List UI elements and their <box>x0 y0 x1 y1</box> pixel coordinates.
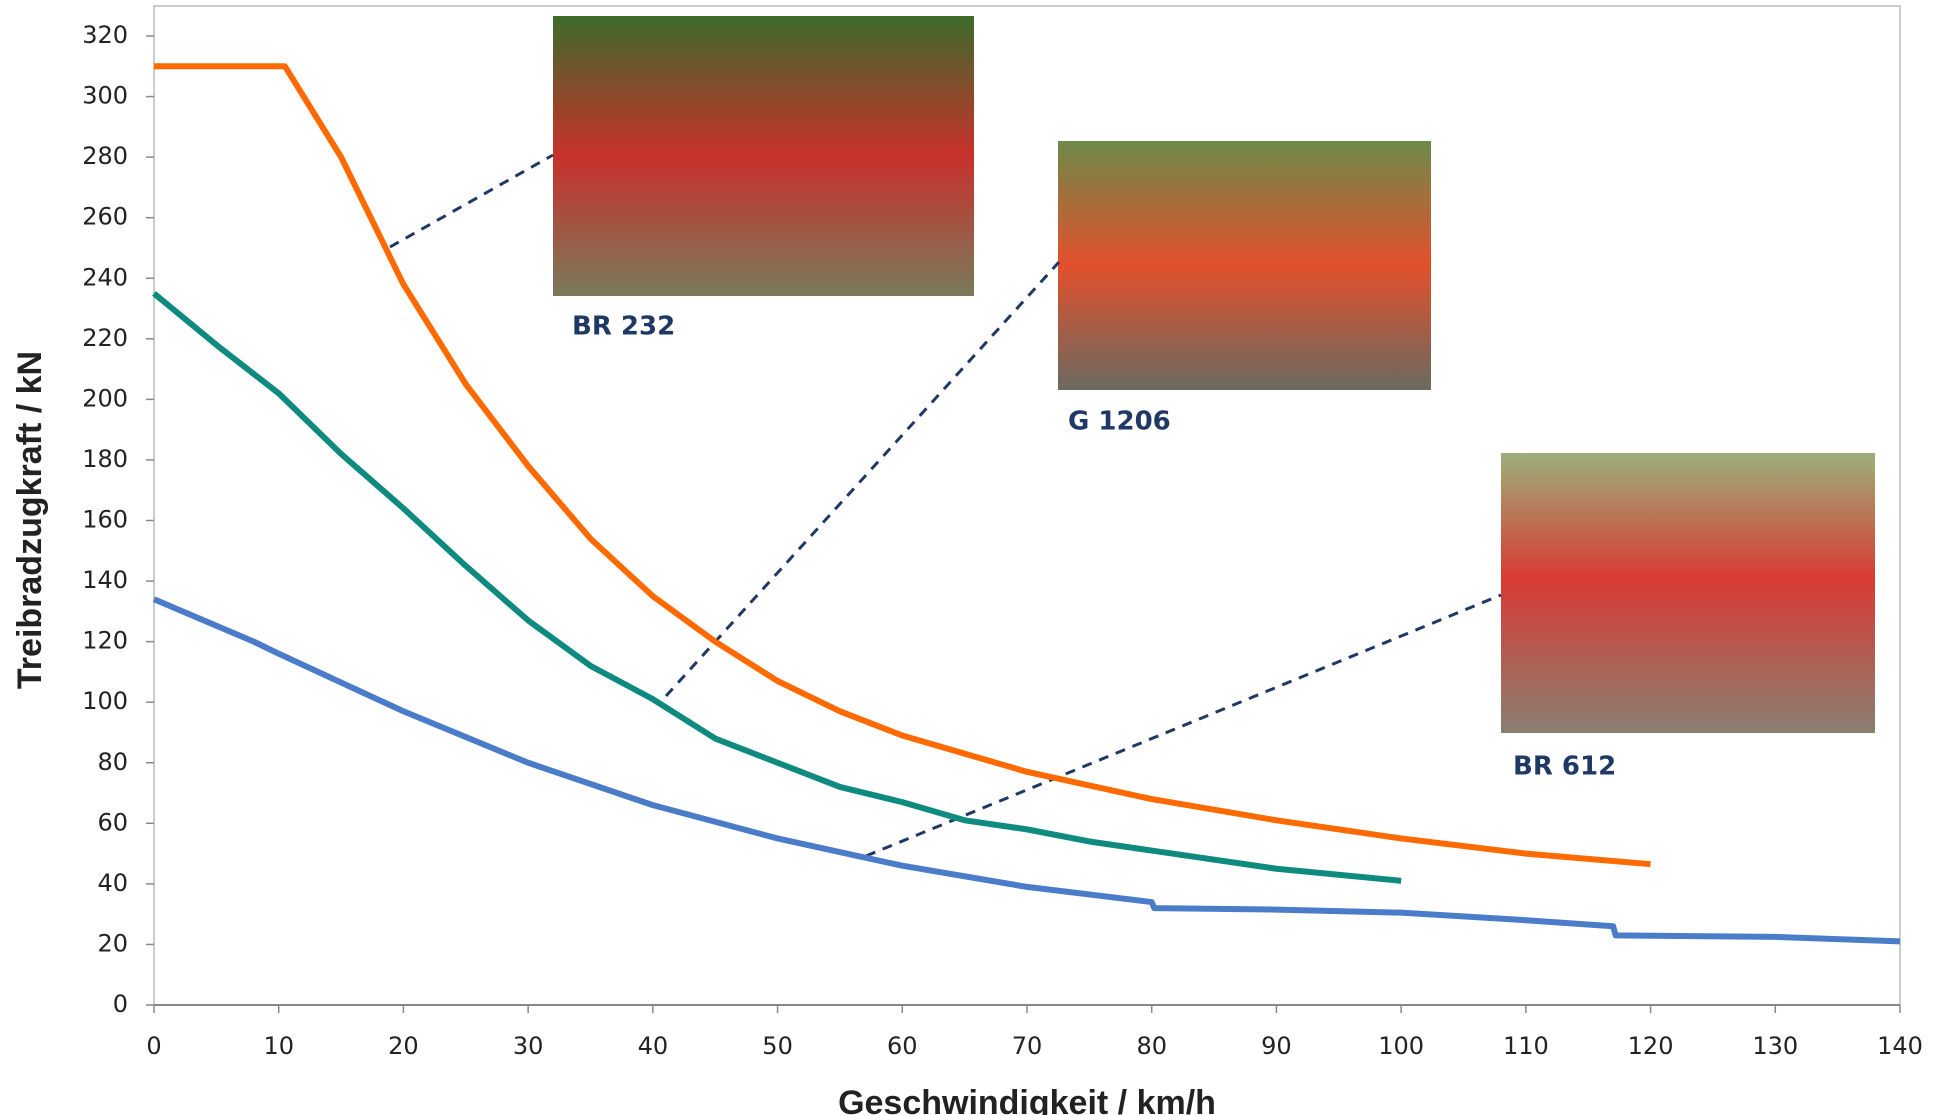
axes <box>146 5 1901 1013</box>
x-tick-label: 110 <box>1503 1032 1549 1060</box>
y-tick-label: 20 <box>97 929 128 957</box>
x-axis-label: Geschwindigkeit / km/h <box>838 1084 1216 1115</box>
y-tick-label: 140 <box>82 566 128 594</box>
series-line <box>152 291 1402 884</box>
photo <box>1501 453 1875 733</box>
photo <box>553 16 974 296</box>
connector <box>865 593 1502 858</box>
photo-label: BR 612 <box>1513 752 1616 782</box>
x-tick-label: 130 <box>1752 1032 1798 1060</box>
connector <box>389 153 554 249</box>
x-tick-label: 100 <box>1378 1032 1424 1060</box>
y-tick-label: 40 <box>97 869 128 897</box>
x-tick-label: 30 <box>513 1032 544 1060</box>
x-tick-label: 10 <box>263 1032 294 1060</box>
photos <box>389 16 1875 858</box>
x-tick-label: 140 <box>1877 1032 1923 1060</box>
y-tick-label: 180 <box>82 445 128 473</box>
y-tick-label: 0 <box>113 990 128 1018</box>
x-tick-label: 20 <box>388 1032 419 1060</box>
y-tick-label: 160 <box>82 506 128 534</box>
y-tick-label: 200 <box>82 384 128 412</box>
x-tick-label: 0 <box>146 1032 161 1060</box>
y-tick-label: 280 <box>82 142 128 170</box>
y-tick-label: 320 <box>82 21 128 49</box>
y-tick-label: 300 <box>82 82 128 110</box>
photo <box>1058 141 1431 390</box>
y-tick-label: 100 <box>82 687 128 715</box>
x-tick-label: 90 <box>1261 1032 1292 1060</box>
y-tick-label: 120 <box>82 627 128 655</box>
y-tick-label: 240 <box>82 263 128 291</box>
y-axis-label: Treibradzugkraft / kN <box>11 351 49 689</box>
x-tick-label: 80 <box>1136 1032 1167 1060</box>
x-tick-label: 40 <box>638 1032 669 1060</box>
x-tick-label: 70 <box>1012 1032 1043 1060</box>
series-line <box>154 63 1651 868</box>
x-tick-label: 120 <box>1628 1032 1674 1060</box>
y-tick-label: 60 <box>97 808 128 836</box>
y-tick-label: 260 <box>82 203 128 231</box>
photo-label: G 1206 <box>1068 407 1171 437</box>
photo-label: BR 232 <box>572 312 675 342</box>
y-tick-label: 220 <box>82 324 128 352</box>
x-tick-label: 50 <box>762 1032 793 1060</box>
y-tick-label: 80 <box>97 748 128 776</box>
x-tick-label: 60 <box>887 1032 918 1060</box>
connector <box>664 260 1061 698</box>
series-line <box>152 596 1901 945</box>
